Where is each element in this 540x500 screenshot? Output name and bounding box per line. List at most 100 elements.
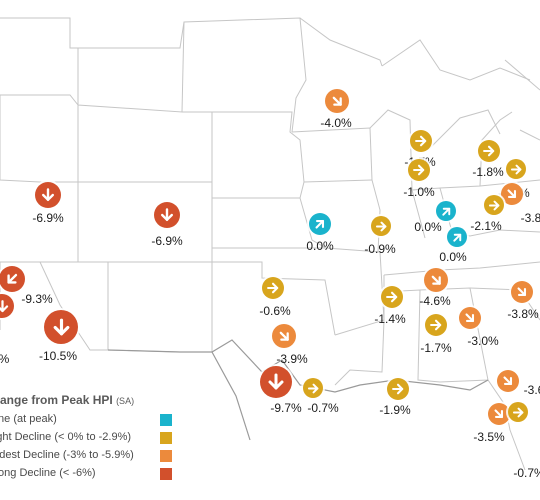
marker-mt-wy[interactable]	[35, 182, 61, 208]
arrow-down-icon	[161, 208, 173, 221]
arrow-down-icon	[42, 188, 54, 201]
arrow-right-icon	[413, 164, 425, 176]
marker-value-label: 0.0%	[414, 220, 442, 234]
marker-value-label: -10.5%	[38, 349, 78, 363]
arrow-down-right-icon	[465, 313, 475, 323]
marker-value-label: -4.0%	[320, 116, 352, 130]
arrow-down-icon	[268, 373, 284, 390]
marker-mi[interactable]	[410, 130, 432, 152]
legend-label: None (at peak)	[0, 413, 57, 425]
marker-value-label: -3.8%	[507, 307, 539, 321]
marker-value-label: -6.9%	[151, 234, 183, 248]
marker-ky2[interactable]	[447, 227, 467, 247]
marker-tx-e[interactable]	[303, 378, 323, 398]
legend-swatch-modest	[160, 450, 172, 462]
marker-nc[interactable]	[511, 281, 533, 303]
arrow-right-icon	[430, 319, 442, 331]
marker-value-label: -1.8%	[472, 165, 504, 179]
marker-az[interactable]	[44, 310, 78, 344]
marker-value-label: -0.7%	[307, 401, 339, 415]
arrow-right-icon	[510, 164, 521, 174]
marker-value-label: 0.0%	[306, 239, 334, 253]
marker-value-label: -1.9%	[379, 403, 411, 417]
arrow-down-icon	[53, 318, 69, 335]
arrow-down-right-icon	[279, 331, 289, 341]
marker-fl-n[interactable]	[488, 403, 510, 425]
marker-value-label: -4.6%	[419, 294, 451, 308]
marker-value-label: %	[0, 352, 9, 366]
marker-mo[interactable]	[371, 216, 391, 236]
arrow-right-icon	[512, 407, 523, 417]
arrow-up-right-icon	[452, 233, 461, 242]
marker-tx-c[interactable]	[260, 366, 292, 398]
legend-title: ange from Peak HPI (SA)	[0, 393, 135, 407]
marker-value-label: -0.9%	[364, 242, 396, 256]
legend-label: Slight Decline (< 0% to -2.9%)	[0, 431, 132, 443]
marker-pa[interactable]	[506, 159, 526, 179]
marker-nv[interactable]	[0, 266, 25, 292]
arrow-right-icon	[392, 383, 404, 395]
marker-value-label: -0.6%	[259, 304, 291, 318]
marker-value-label: -3.8	[520, 211, 540, 225]
legend-label: Modest Decline (-3% to -5.9%)	[0, 449, 134, 461]
arrow-right-icon	[386, 291, 398, 303]
marker-wv[interactable]	[484, 195, 504, 215]
marker-value-label: -3.6	[523, 383, 540, 397]
marker-value-label: -1.0%	[403, 185, 435, 199]
legend-swatch-slight	[160, 432, 172, 444]
marker-value-label: -1.7%	[420, 341, 452, 355]
marker-tn[interactable]	[424, 268, 448, 292]
arrow-down-right-icon	[431, 275, 441, 285]
marker-value-label: -9.3%	[21, 292, 53, 306]
marker-ca-edge[interactable]	[0, 294, 14, 318]
arrow-down-left-icon	[7, 273, 18, 284]
legend-item-strong: Strong Decline (< -6%)	[0, 466, 200, 482]
legend-swatch-none	[160, 414, 172, 426]
marker-ar[interactable]	[381, 286, 403, 308]
marker-ny-edge[interactable]	[501, 183, 523, 205]
arrow-down-right-icon	[507, 189, 517, 199]
arrow-up-right-icon	[315, 219, 325, 229]
marker-value-label: 0.0%	[439, 250, 467, 264]
arrow-right-icon	[307, 383, 318, 393]
marker-ok[interactable]	[262, 277, 284, 299]
marker-wi[interactable]	[325, 89, 349, 113]
marker-ky[interactable]	[436, 201, 456, 221]
arrow-up-right-icon	[441, 207, 450, 216]
arrow-right-icon	[483, 145, 495, 157]
marker-oh[interactable]	[478, 140, 500, 162]
arrow-right-icon	[267, 282, 279, 294]
marker-ks[interactable]	[309, 213, 331, 235]
marker-value-label: -2.1%	[470, 219, 502, 233]
arrow-down-right-icon	[494, 409, 504, 419]
arrow-right-icon	[415, 135, 427, 147]
marker-tx-n[interactable]	[272, 324, 296, 348]
marker-value-label: -3.9%	[276, 352, 308, 366]
arrow-right-icon	[488, 200, 499, 210]
legend-item-none: None (at peak)	[0, 412, 200, 428]
marker-in[interactable]	[408, 159, 430, 181]
marker-co[interactable]	[154, 202, 180, 228]
legend-label: Strong Decline (< -6%)	[0, 467, 96, 479]
legend-item-slight: Slight Decline (< 0% to -2.9%)	[0, 430, 200, 446]
arrow-down-right-icon	[517, 287, 527, 297]
marker-al[interactable]	[459, 307, 481, 329]
legend-item-modest: Modest Decline (-3% to -5.9%)	[0, 448, 200, 464]
arrow-down-icon	[0, 299, 8, 312]
marker-value-label: -3.5%	[473, 430, 505, 444]
marker-la[interactable]	[387, 378, 409, 400]
marker-value-label: -6.9%	[32, 211, 64, 225]
marker-sc-ga[interactable]	[497, 370, 519, 392]
marker-value-label: -1.4%	[374, 312, 406, 326]
arrow-down-right-icon	[503, 376, 513, 386]
marker-fl-s[interactable]	[508, 402, 528, 422]
marker-ms[interactable]	[425, 314, 447, 336]
arrow-down-right-icon	[332, 96, 342, 106]
marker-value-label: -3.0%	[467, 334, 499, 348]
arrow-right-icon	[375, 221, 386, 231]
marker-value-label: -9.7%	[270, 401, 302, 415]
legend: ange from Peak HPI (SA) None (at peak) S…	[0, 393, 200, 483]
